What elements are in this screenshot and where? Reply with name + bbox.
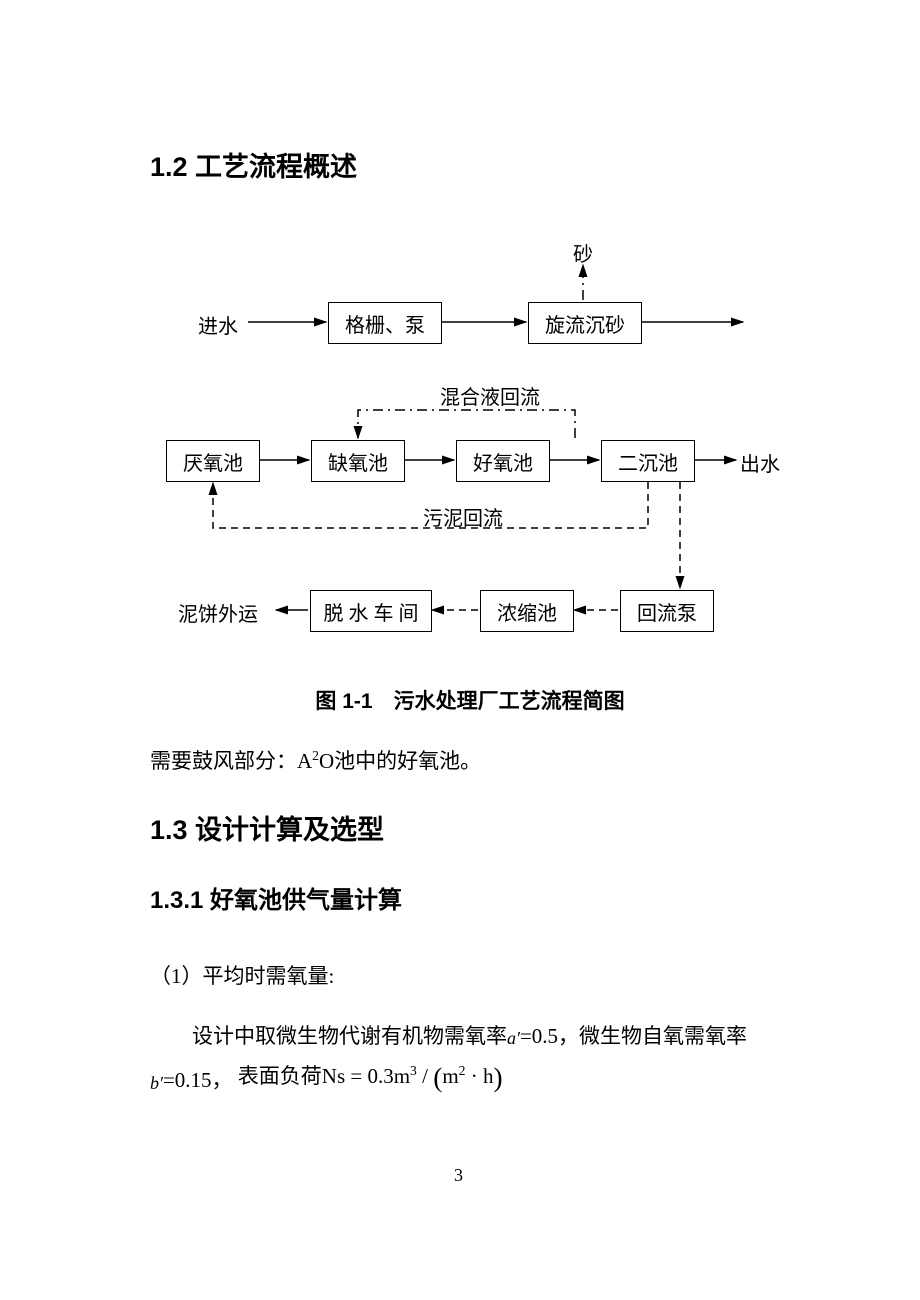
node-xuanliu-label: 旋流沉砂 [545, 309, 625, 338]
p3d: m [442, 1064, 458, 1088]
node-haoyang-label: 好氧池 [473, 447, 533, 476]
p3a: =0.15， [163, 1068, 233, 1092]
node-geshan: 格栅、泵 [328, 302, 442, 344]
node-huiliubeng: 回流泵 [620, 590, 714, 632]
para-blower-part: 需要鼓风部分：A2O池中的好氧池。 [150, 745, 481, 775]
sym-b-prime: b′ [150, 1073, 163, 1093]
page-number: 3 [454, 1165, 463, 1186]
process-flow-diagram: 进水 砂 出水 混合液回流 污泥回流 泥饼外运 格栅、泵 旋流沉砂 厌氧池 缺氧… [148, 210, 798, 650]
node-jinshui: 进水 [198, 310, 238, 339]
node-nibing: 泥饼外运 [178, 598, 258, 627]
node-huiliubeng-label: 回流泵 [637, 597, 697, 626]
heading-1-3: 1.3 设计计算及选型 [150, 808, 384, 847]
node-nongsuo: 浓缩池 [480, 590, 574, 632]
node-erchen-label: 二沉池 [618, 447, 678, 476]
figure-caption: 图 1-1 污水处理厂工艺流程简图 [270, 685, 670, 715]
heading-1-2: 1.2 工艺流程概述 [150, 145, 357, 184]
node-yanyang: 厌氧池 [166, 440, 260, 482]
sup3: 3 [410, 1063, 417, 1078]
p2b: =0.5，微生物自氧需氧率 [520, 1024, 747, 1048]
node-quexyang: 缺氧池 [311, 440, 405, 482]
p3c: / [417, 1064, 433, 1088]
para1-a: 需要鼓风部分：A [150, 749, 312, 773]
node-erchen: 二沉池 [601, 440, 695, 482]
node-geshan-label: 格栅、泵 [345, 309, 425, 338]
para-design-line2: b′=0.15， 表面负荷Ns = 0.3m3 / (m2 · h) [150, 1060, 503, 1094]
node-quexyang-label: 缺氧池 [328, 447, 388, 476]
node-chushui: 出水 [740, 448, 780, 477]
p2a: 设计中取微生物代谢有机物需氧率 [192, 1024, 507, 1048]
para1-sup: 2 [312, 748, 319, 763]
sym-a-prime: a′ [507, 1028, 520, 1048]
node-yanyang-label: 厌氧池 [183, 447, 243, 476]
page: 1.2 工艺流程概述 [0, 0, 920, 1300]
label-mixed-liquor-recycle: 混合液回流 [440, 381, 540, 410]
node-xuanliu: 旋流沉砂 [528, 302, 642, 344]
label-sludge-recycle: 污泥回流 [423, 502, 503, 531]
node-haoyang: 好氧池 [456, 440, 550, 482]
node-tuoshui-label: 脱 水 车 间 [324, 597, 419, 626]
para1-b: O池中的好氧池。 [319, 749, 481, 773]
node-nongsuo-label: 浓缩池 [497, 597, 557, 626]
item-1: （1）平均时需氧量: [150, 960, 334, 990]
heading-1-3-1: 1.3.1 好氧池供气量计算 [150, 880, 402, 915]
para-design-line1: 设计中取微生物代谢有机物需氧率a′=0.5，微生物自氧需氧率 [192, 1020, 747, 1050]
p3b: 表面负荷Ns = 0.3m [238, 1064, 410, 1088]
node-sha: 砂 [573, 238, 593, 267]
p3e: · h [465, 1064, 493, 1088]
node-tuoshui: 脱 水 车 间 [310, 590, 432, 632]
diagram-arrows [148, 210, 798, 650]
